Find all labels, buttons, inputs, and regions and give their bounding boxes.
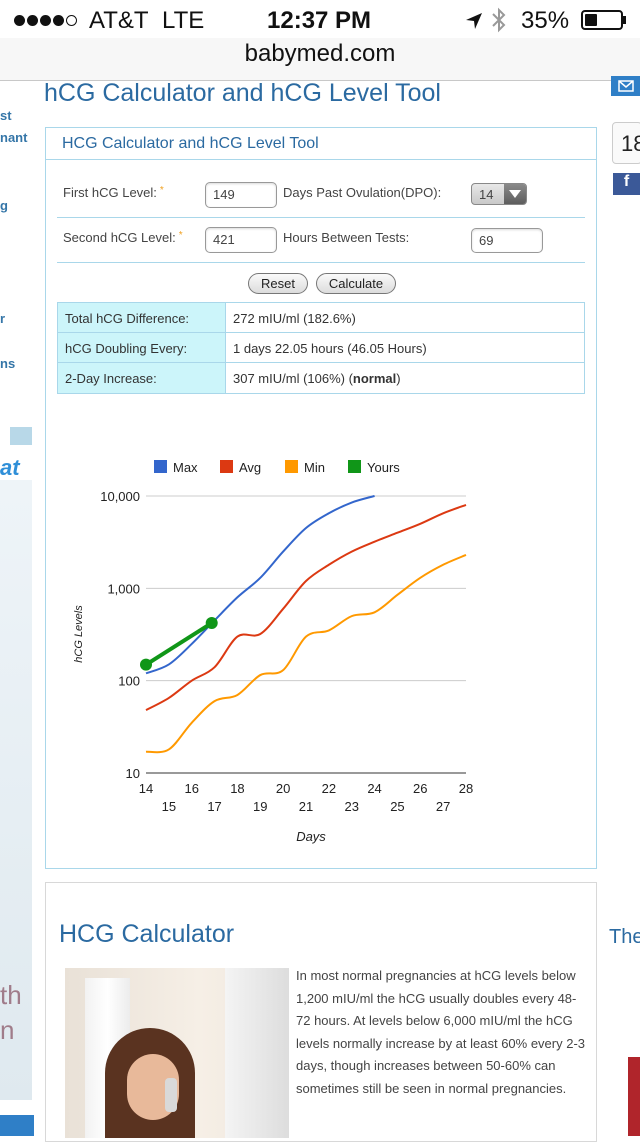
- x-tick-label: 14: [139, 781, 153, 796]
- promo-text-3: n: [0, 1015, 15, 1045]
- article-heading: HCG Calculator: [59, 920, 235, 948]
- facebook-icon[interactable]: f: [613, 173, 640, 195]
- sidebar-item[interactable]: nant: [0, 130, 28, 145]
- series-line-min: [145, 554, 467, 754]
- series-line-avg: [145, 504, 467, 711]
- promo-text-2: th: [0, 980, 22, 1010]
- x-tick-label: 28: [459, 781, 473, 796]
- dpo-select[interactable]: 14: [471, 183, 527, 205]
- dpo-label: Days Past Ovulation(DPO):: [283, 185, 442, 200]
- sidebar-banner[interactable]: [628, 1057, 640, 1136]
- x-tick-label: 20: [276, 781, 290, 796]
- hours-label: Hours Between Tests:: [283, 230, 410, 245]
- x-tick-label: 16: [184, 781, 198, 796]
- promo-button[interactable]: [0, 1115, 34, 1136]
- y-axis-label: hCG Levels: [73, 605, 85, 663]
- sidebar-item[interactable]: st: [0, 108, 12, 123]
- hours-input[interactable]: 69: [471, 228, 543, 253]
- article-photo: [65, 968, 289, 1138]
- x-tick-label: 24: [367, 781, 381, 796]
- legend-label: Min: [304, 460, 325, 475]
- x-tick-label: 27: [436, 799, 450, 814]
- hcg-chart: 10 100 1,000 10,000 14 16 18 20 22 24 26 28 15 17 19 21…: [73, 460, 473, 844]
- results-table: Total hCG Difference: 272 mIU/ml (182.6%…: [57, 302, 585, 394]
- x-tick-label: 26: [413, 781, 427, 796]
- table-row: 2-Day Increase: 307 mIU/ml (106%) (norma…: [58, 363, 584, 393]
- ad-choices-icon[interactable]: [10, 427, 32, 445]
- divider: [57, 217, 585, 218]
- reset-button[interactable]: Reset: [248, 273, 308, 294]
- divider: [57, 262, 585, 263]
- first-hcg-input[interactable]: 149: [205, 182, 277, 208]
- x-tick-label: 15: [162, 799, 176, 814]
- sidebar-item[interactable]: ns: [0, 356, 16, 371]
- x-tick-label: 19: [253, 799, 267, 814]
- table-row: Total hCG Difference: 272 mIU/ml (182.6%…: [58, 303, 584, 333]
- result-key: hCG Doubling Every:: [58, 333, 226, 362]
- url-text: babymed.com: [244, 40, 396, 67]
- result-value: 307 mIU/ml (106%) (normal): [233, 371, 401, 386]
- calculator-panel-header: [45, 127, 597, 160]
- clock: 12:37 PM: [267, 7, 372, 34]
- legend-swatch: [348, 460, 361, 473]
- calculator-title: HCG Calculator and hCG Level Tool: [62, 135, 319, 152]
- signal-strength-icon: [14, 13, 79, 31]
- promo-text: at: [0, 455, 20, 480]
- battery-tip: [623, 16, 626, 24]
- status-bar: AT&T LTE 12:37 PM 35%: [0, 0, 640, 40]
- page-title: hCG Calculator and hCG Level Tool: [44, 79, 441, 107]
- bluetooth-icon: [492, 7, 506, 33]
- first-hcg-label: First hCG Level: *: [63, 185, 164, 200]
- x-tick-label: 23: [344, 799, 358, 814]
- result-key: 2-Day Increase:: [58, 363, 226, 393]
- mail-icon[interactable]: [611, 76, 640, 96]
- article-paragraph: In most normal pregnancies at hCG levels…: [296, 968, 586, 1096]
- legend-swatch: [285, 460, 298, 473]
- legend-swatch: [154, 460, 167, 473]
- data-point: [140, 658, 152, 671]
- result-value: 272 mIU/ml (182.6%): [233, 311, 356, 326]
- dpo-value: 14: [479, 187, 494, 202]
- series-line-yours: [144, 621, 213, 667]
- x-tick-label: 17: [207, 799, 221, 814]
- sidebar-heading: The: [609, 926, 640, 948]
- x-tick-label: 22: [322, 781, 336, 796]
- left-sidebar: st nant g r ns at th n: [0, 80, 36, 1136]
- legend-label: Yours: [367, 460, 400, 475]
- x-tick-label: 21: [299, 799, 313, 814]
- promo-image[interactable]: [0, 480, 32, 1100]
- battery-icon: [581, 10, 623, 30]
- sidebar-item[interactable]: r: [0, 311, 6, 326]
- y-tick-label: 100: [118, 674, 140, 689]
- table-row: hCG Doubling Every: 1 days 22.05 hours (…: [58, 333, 584, 363]
- carrier-label: AT&T: [89, 7, 149, 34]
- address-bar[interactable]: babymed.com: [0, 38, 640, 81]
- y-tick-label: 10: [126, 766, 140, 781]
- second-hcg-label: Second hCG Level: *: [63, 230, 183, 245]
- y-tick-label: 1,000: [107, 581, 140, 596]
- y-tick-label: 10,000: [100, 489, 140, 504]
- second-hcg-input[interactable]: 421: [205, 227, 277, 253]
- data-point: [205, 617, 218, 630]
- result-key: Total hCG Difference:: [58, 303, 226, 332]
- legend-label: Max: [173, 460, 198, 475]
- share-counter: 18: [612, 122, 640, 164]
- legend-swatch: [220, 460, 233, 473]
- x-tick-label: 25: [390, 799, 404, 814]
- x-tick-label: 18: [230, 781, 244, 796]
- chevron-down-icon: [504, 184, 526, 204]
- result-value: 1 days 22.05 hours (46.05 Hours): [233, 341, 427, 356]
- legend-label: Avg: [239, 460, 261, 475]
- series-line-max: [145, 495, 375, 675]
- calculator-panel: [45, 127, 597, 869]
- sidebar-item[interactable]: g: [0, 198, 8, 213]
- x-axis-label: Days: [296, 829, 326, 844]
- calculate-button[interactable]: Calculate: [316, 273, 396, 294]
- location-arrow-icon: [466, 13, 482, 29]
- battery-percent: 35%: [521, 7, 570, 34]
- network-label: LTE: [162, 7, 205, 34]
